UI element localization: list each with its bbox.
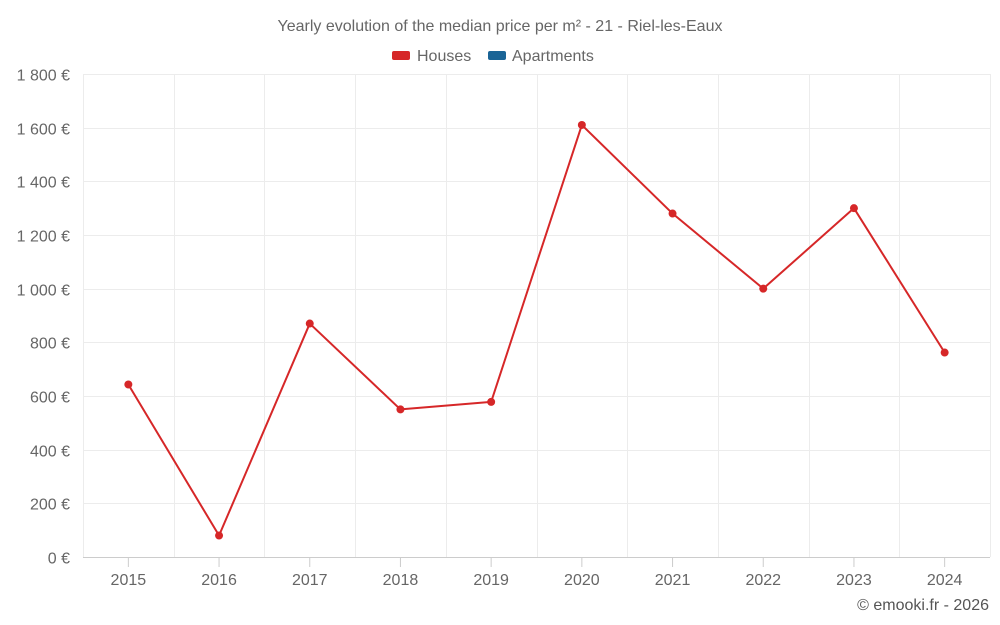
data-point-houses-2016[interactable]: [215, 531, 224, 540]
data-point-houses-2021[interactable]: [668, 209, 677, 218]
x-tick-label: 2017: [292, 572, 328, 589]
legend-houses-swatch: [392, 51, 410, 60]
data-point-houses-2015[interactable]: [124, 380, 133, 389]
legend-apartments-label[interactable]: Apartments: [512, 48, 594, 65]
y-tick-label: 1 000 €: [17, 283, 70, 300]
series-houses: [124, 120, 949, 540]
x-tick-label: 2021: [655, 572, 691, 589]
credit-text: © emooki.fr - 2026: [857, 597, 989, 614]
x-axis-ticks: 2015 2016 2017 2018 2019 2020 2021 2022 2023 2024: [111, 557, 963, 589]
x-tick-label: 2020: [564, 572, 600, 589]
y-tick-label: 800 €: [30, 336, 70, 353]
x-tick-label: 2016: [201, 572, 237, 589]
x-tick-label: 2019: [473, 572, 509, 589]
data-point-houses-2019[interactable]: [487, 397, 496, 406]
data-point-houses-2023[interactable]: [849, 204, 858, 213]
data-point-houses-2020[interactable]: [577, 120, 586, 129]
legend-houses-label[interactable]: Houses: [417, 48, 471, 65]
y-tick-label: 0 €: [48, 551, 70, 568]
legend-apartments-swatch: [488, 51, 506, 60]
x-tick-label: 2022: [745, 572, 781, 589]
chart-title: Yearly evolution of the median price per…: [278, 18, 723, 35]
y-tick-label: 600 €: [30, 390, 70, 407]
y-tick-label: 1 400 €: [17, 175, 70, 192]
data-point-houses-2024[interactable]: [940, 348, 949, 357]
x-tick-label: 2024: [927, 572, 963, 589]
x-tick-label: 2023: [836, 572, 872, 589]
data-point-houses-2017[interactable]: [305, 319, 314, 328]
series-line-houses: [127, 123, 946, 537]
data-point-houses-2022[interactable]: [759, 284, 768, 293]
y-tick-label: 400 €: [30, 444, 70, 461]
legend: Houses Apartments: [392, 48, 594, 65]
y-tick-label: 1 800 €: [17, 68, 70, 85]
y-tick-label: 1 600 €: [17, 122, 70, 139]
y-tick-label: 200 €: [30, 497, 70, 514]
x-tick-label: 2015: [111, 572, 147, 589]
y-tick-label: 1 200 €: [17, 229, 70, 246]
grid: [83, 74, 991, 557]
data-point-houses-2018[interactable]: [396, 405, 405, 414]
y-axis-ticks: 0 € 200 € 400 € 600 € 800 € 1 000 € 1 200 € 1 4…: [17, 68, 70, 568]
x-tick-label: 2018: [383, 572, 419, 589]
